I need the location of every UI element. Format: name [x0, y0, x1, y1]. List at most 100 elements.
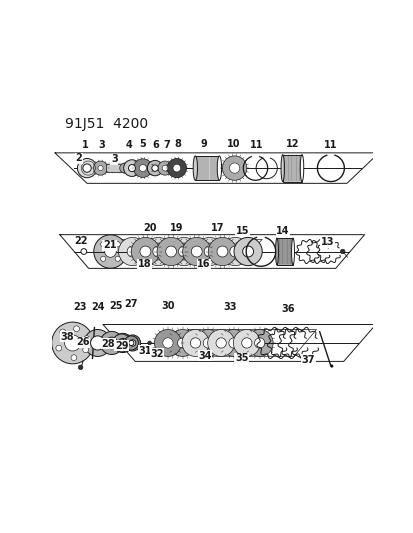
Circle shape [158, 161, 172, 175]
Circle shape [157, 237, 185, 265]
Circle shape [207, 329, 234, 357]
Circle shape [115, 256, 120, 261]
Circle shape [246, 329, 273, 357]
Circle shape [56, 345, 62, 351]
Circle shape [94, 235, 127, 268]
Circle shape [100, 332, 123, 354]
Bar [276, 238, 292, 265]
Circle shape [330, 365, 332, 367]
Circle shape [128, 165, 135, 172]
Ellipse shape [217, 156, 221, 180]
Ellipse shape [299, 155, 303, 182]
Circle shape [154, 329, 181, 357]
Circle shape [77, 158, 97, 177]
Text: 30: 30 [161, 301, 175, 311]
Text: 11: 11 [323, 140, 337, 150]
Text: 8: 8 [174, 139, 181, 149]
Circle shape [220, 329, 247, 357]
Text: 38: 38 [60, 332, 74, 342]
Circle shape [162, 338, 173, 348]
Circle shape [167, 158, 186, 177]
Circle shape [208, 237, 236, 265]
Circle shape [84, 329, 111, 357]
Ellipse shape [193, 156, 197, 180]
Text: 9: 9 [200, 139, 207, 149]
Text: 17: 17 [210, 223, 224, 233]
Text: 22: 22 [74, 236, 88, 246]
Text: 25: 25 [109, 301, 122, 311]
Text: 34: 34 [198, 351, 211, 361]
Circle shape [112, 334, 131, 352]
Circle shape [152, 165, 158, 171]
Circle shape [52, 322, 93, 364]
Bar [282, 155, 301, 182]
Bar [195, 156, 219, 180]
Circle shape [124, 335, 140, 351]
Circle shape [100, 241, 105, 247]
Circle shape [340, 249, 344, 254]
Circle shape [118, 338, 127, 348]
Circle shape [90, 336, 104, 350]
Circle shape [204, 246, 214, 257]
Circle shape [127, 246, 138, 257]
Circle shape [203, 338, 213, 348]
Circle shape [228, 338, 239, 348]
Circle shape [182, 329, 209, 357]
Circle shape [140, 246, 150, 257]
Circle shape [222, 156, 246, 180]
Text: 4: 4 [125, 140, 132, 150]
Circle shape [128, 341, 133, 345]
Circle shape [233, 329, 260, 357]
Circle shape [254, 338, 264, 348]
Text: 20: 20 [142, 223, 156, 233]
Text: 12: 12 [285, 139, 299, 149]
Text: 3: 3 [111, 154, 117, 164]
Circle shape [78, 365, 83, 369]
Circle shape [93, 161, 107, 175]
Text: 31: 31 [138, 346, 151, 356]
Circle shape [83, 347, 88, 353]
Circle shape [71, 355, 76, 360]
Circle shape [74, 326, 79, 332]
Circle shape [162, 165, 168, 171]
Circle shape [100, 256, 105, 261]
Text: 2: 2 [76, 154, 82, 164]
Circle shape [83, 164, 91, 172]
Text: 5: 5 [139, 139, 146, 149]
Circle shape [229, 163, 239, 173]
Text: 32: 32 [150, 349, 164, 359]
Circle shape [190, 338, 200, 348]
Text: 33: 33 [223, 302, 236, 312]
Text: 1: 1 [82, 140, 89, 150]
Circle shape [115, 241, 120, 247]
Circle shape [133, 159, 152, 177]
Circle shape [123, 160, 140, 176]
Circle shape [83, 336, 89, 342]
Text: 21: 21 [102, 240, 116, 250]
Text: 24: 24 [91, 302, 104, 312]
Circle shape [144, 237, 172, 265]
Text: 16: 16 [197, 259, 210, 269]
Text: 18: 18 [138, 259, 151, 269]
Circle shape [191, 246, 202, 257]
Circle shape [104, 246, 116, 257]
Text: 15: 15 [235, 225, 249, 236]
Circle shape [177, 338, 188, 348]
Circle shape [129, 340, 135, 346]
Text: 23: 23 [73, 302, 86, 312]
Circle shape [152, 246, 163, 257]
Circle shape [169, 237, 197, 265]
Circle shape [165, 246, 176, 257]
Circle shape [182, 237, 210, 265]
Text: 28: 28 [101, 338, 115, 349]
Circle shape [98, 166, 103, 171]
Circle shape [113, 333, 132, 353]
Circle shape [233, 237, 261, 265]
Text: 19: 19 [170, 223, 183, 233]
Text: 36: 36 [281, 304, 294, 314]
Ellipse shape [275, 238, 278, 265]
Circle shape [106, 337, 117, 349]
Circle shape [221, 237, 249, 265]
Ellipse shape [291, 238, 294, 265]
Circle shape [216, 338, 226, 348]
